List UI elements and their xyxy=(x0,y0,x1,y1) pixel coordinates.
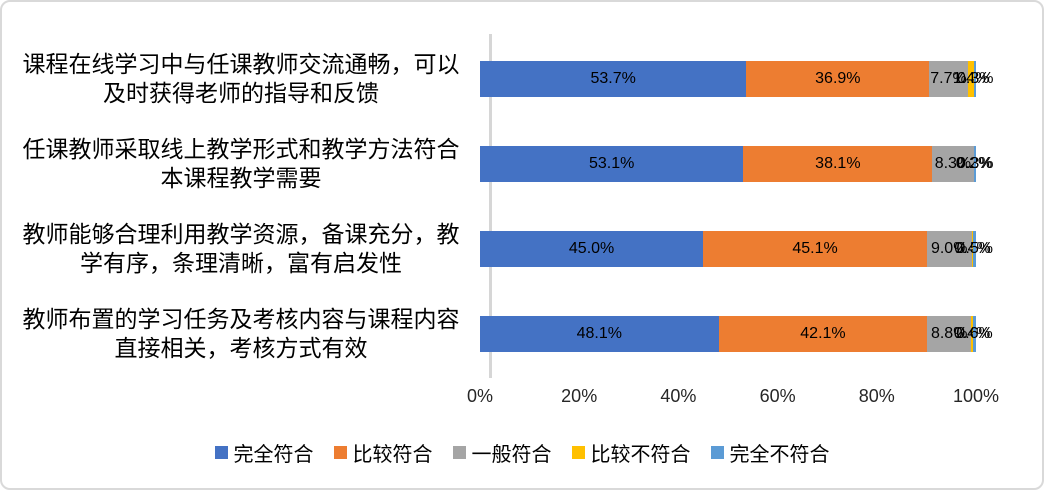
bar-rows: 课程在线学习中与任课教师交流通畅，可以及时获得老师的指导和反馈 53.7% 36.9… xyxy=(2,36,1042,376)
data-label: 45.0% xyxy=(568,239,615,257)
bar-track: 48.1% 42.1% 8.8%0.4%0.6% xyxy=(480,315,993,352)
x-axis: 0% 20% 40% 60% 80% 100% xyxy=(467,386,999,412)
data-label: 0.2% xyxy=(956,155,992,173)
bar-segment: 0.4% xyxy=(954,230,991,267)
legend-label: 一般符合 xyxy=(471,444,552,466)
legend-label: 比较符合 xyxy=(352,444,433,466)
bar-segment: 7.7% xyxy=(929,60,968,97)
data-label: 7.7% xyxy=(930,69,967,87)
category-label: 课程在线学习中与任课教师交流通畅，可以及时获得老师的指导和反馈 xyxy=(22,51,460,106)
bar-row: 任课教师采取线上教学形式和教学方法符合本课程教学需要 53.1% 38.1% 8.3%… xyxy=(2,121,1042,206)
legend-label: 比较不符合 xyxy=(590,444,691,466)
bar-segment: 0.5% xyxy=(956,230,993,267)
bar-segment: 53.7% xyxy=(480,60,747,97)
data-label: 48.1% xyxy=(576,324,622,342)
x-axis-tick: 60% xyxy=(759,386,796,406)
legend-item: 比较符合 xyxy=(333,438,433,467)
bar-track: 53.1% 38.1% 8.3%0.2%0.3% xyxy=(480,145,993,182)
bar-segment: 45.0% xyxy=(480,230,704,267)
bar-row: 课程在线学习中与任课教师交流通畅，可以及时获得老师的指导和反馈 53.7% 36.9… xyxy=(2,36,1042,121)
data-label: 8.3% xyxy=(934,154,972,172)
legend-swatch-icon xyxy=(710,446,724,459)
category-label: 任课教师采取线上教学形式和教学方法符合本课程教学需要 xyxy=(22,136,460,191)
legend-label: 完全不符合 xyxy=(729,444,830,466)
bar-segment: 0.2% xyxy=(956,145,992,182)
legend-item: 比较不符合 xyxy=(571,438,691,467)
data-label: 0.4% xyxy=(954,325,990,343)
bar-segment: 48.1% xyxy=(480,315,719,352)
legend-swatch-icon xyxy=(571,446,585,459)
legend-item: 完全不符合 xyxy=(710,438,830,467)
data-label: 38.1% xyxy=(815,154,861,172)
bar-segment: 0.4% xyxy=(954,315,990,352)
bar-segment: 36.9% xyxy=(746,60,930,97)
data-label: 9.0% xyxy=(930,239,968,257)
bar-segment: 0.6% xyxy=(956,315,993,352)
bar-segment: 0.3% xyxy=(957,145,993,182)
bar-segment: 53.1% xyxy=(480,145,744,182)
data-label: 42.1% xyxy=(800,324,846,342)
bar-segment: 0.3% xyxy=(957,60,993,97)
x-axis-tick: 0% xyxy=(466,386,494,406)
bar-segment: 8.3% xyxy=(932,145,974,182)
bar-row: 教师能够合理利用教学资源，备课充分，教学有序，条理清晰，富有启发性 45.0% 45… xyxy=(2,206,1042,291)
data-label: 45.1% xyxy=(792,239,838,257)
x-axis-tick: 20% xyxy=(561,386,598,406)
legend-item: 一般符合 xyxy=(452,438,552,467)
x-axis-tick: 40% xyxy=(660,386,697,406)
data-label: 0.5% xyxy=(956,239,993,257)
legend-swatch-icon xyxy=(333,446,347,459)
data-label: 0.6% xyxy=(956,324,993,342)
data-label: 1.4% xyxy=(952,69,990,87)
y-axis-line xyxy=(489,34,492,378)
legend-swatch-icon xyxy=(452,446,466,459)
legend: 完全符合 比较符合 一般符合 比较不符合 完全不符合 xyxy=(2,438,1042,467)
data-label: 36.9% xyxy=(815,69,861,87)
data-label: 8.8% xyxy=(930,324,968,342)
category-label: 教师能够合理利用教学资源，备课充分，教学有序，条理清晰，富有启发性 xyxy=(22,221,460,276)
data-label: 53.7% xyxy=(590,69,636,87)
bar-track: 45.0% 45.1% 9.0%0.4%0.5% xyxy=(480,230,993,267)
data-label: 0.3% xyxy=(956,69,994,87)
bar-segment: 1.4% xyxy=(953,60,989,97)
bar-segment: 9.0% xyxy=(926,230,972,267)
bar-segment: 38.1% xyxy=(743,145,933,182)
x-axis-tick: 80% xyxy=(858,386,895,406)
data-label: 0.3% xyxy=(956,154,994,172)
bar-row: 教师布置的学习任务及考核内容与课程内容直接相关，考核方式有效 48.1% 42.1%… xyxy=(2,291,1042,376)
data-label: 0.4% xyxy=(954,240,990,258)
stacked-bar-chart: 课程在线学习中与任课教师交流通畅，可以及时获得老师的指导和反馈 53.7% 36.9… xyxy=(2,34,1042,378)
data-label: 53.1% xyxy=(589,154,635,172)
category-label: 教师布置的学习任务及考核内容与课程内容直接相关，考核方式有效 xyxy=(22,306,460,361)
legend-label: 完全符合 xyxy=(233,444,314,466)
bar-track: 53.7% 36.9% 7.7% 1.4% 0.3% xyxy=(480,60,993,97)
legend-swatch-icon xyxy=(214,446,228,459)
bar-segment: 42.1% xyxy=(718,315,928,352)
legend-item: 完全符合 xyxy=(214,438,314,467)
x-axis-tick: 100% xyxy=(952,386,1000,406)
bar-segment: 8.8% xyxy=(927,315,972,352)
bar-segment: 45.1% xyxy=(703,230,927,267)
